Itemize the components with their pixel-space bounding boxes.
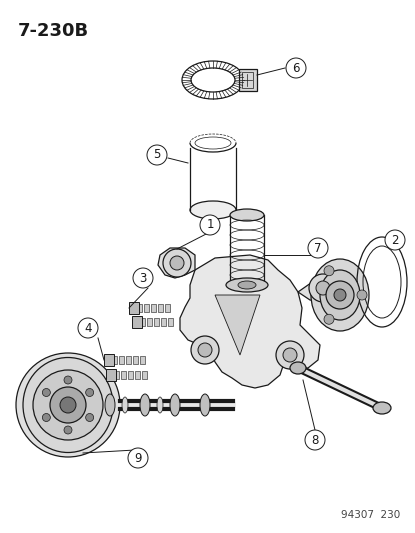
- Ellipse shape: [122, 397, 128, 413]
- Polygon shape: [215, 295, 260, 355]
- Circle shape: [309, 274, 337, 302]
- Bar: [140, 318, 145, 326]
- Ellipse shape: [170, 394, 180, 416]
- Circle shape: [42, 389, 50, 397]
- Text: 6: 6: [292, 61, 300, 75]
- Bar: [154, 318, 159, 326]
- Text: 3: 3: [139, 271, 146, 285]
- Bar: [165, 304, 170, 312]
- Ellipse shape: [200, 394, 210, 416]
- Ellipse shape: [190, 201, 236, 219]
- Text: 8: 8: [311, 433, 319, 447]
- Ellipse shape: [373, 402, 391, 414]
- Circle shape: [276, 341, 304, 369]
- Text: 2: 2: [391, 233, 399, 246]
- Circle shape: [198, 343, 212, 357]
- Circle shape: [170, 256, 184, 270]
- Bar: [132, 316, 142, 328]
- Bar: [129, 302, 139, 314]
- Bar: [135, 371, 140, 379]
- Circle shape: [357, 290, 367, 300]
- Bar: [140, 356, 145, 364]
- Bar: [168, 318, 173, 326]
- Ellipse shape: [290, 362, 306, 374]
- Circle shape: [316, 281, 330, 295]
- Circle shape: [334, 289, 346, 301]
- Circle shape: [305, 430, 325, 450]
- Circle shape: [64, 426, 72, 434]
- Bar: [112, 356, 117, 364]
- Polygon shape: [180, 255, 320, 388]
- Circle shape: [283, 348, 297, 362]
- Circle shape: [33, 370, 103, 440]
- Circle shape: [200, 215, 220, 235]
- Bar: [133, 356, 138, 364]
- Ellipse shape: [140, 394, 150, 416]
- Circle shape: [16, 353, 120, 457]
- Text: 5: 5: [153, 149, 161, 161]
- Ellipse shape: [23, 358, 113, 453]
- Circle shape: [286, 58, 306, 78]
- Circle shape: [133, 268, 153, 288]
- Circle shape: [324, 314, 334, 324]
- Circle shape: [85, 414, 94, 422]
- Ellipse shape: [238, 281, 256, 289]
- Circle shape: [326, 281, 354, 309]
- Bar: [119, 356, 124, 364]
- Circle shape: [324, 266, 334, 276]
- Ellipse shape: [157, 397, 163, 413]
- Bar: [126, 356, 131, 364]
- Circle shape: [308, 238, 328, 258]
- Text: 9: 9: [134, 451, 142, 464]
- Bar: [147, 318, 152, 326]
- Circle shape: [60, 397, 76, 413]
- Ellipse shape: [105, 394, 115, 416]
- Circle shape: [64, 376, 72, 384]
- Bar: [142, 371, 147, 379]
- Text: 94307  230: 94307 230: [341, 510, 400, 520]
- Ellipse shape: [230, 209, 264, 221]
- Ellipse shape: [320, 270, 360, 320]
- Circle shape: [50, 387, 86, 423]
- Circle shape: [85, 389, 94, 397]
- Circle shape: [163, 249, 191, 277]
- Bar: [242, 72, 253, 88]
- Circle shape: [191, 336, 219, 364]
- Bar: [128, 371, 133, 379]
- Bar: [121, 371, 126, 379]
- Bar: [158, 304, 163, 312]
- Circle shape: [78, 318, 98, 338]
- Bar: [144, 304, 149, 312]
- Text: 7: 7: [314, 241, 322, 254]
- Bar: [104, 354, 114, 366]
- Bar: [106, 369, 116, 381]
- Circle shape: [42, 414, 50, 422]
- Text: 4: 4: [84, 321, 92, 335]
- Polygon shape: [158, 248, 195, 278]
- Circle shape: [147, 145, 167, 165]
- Bar: [137, 304, 142, 312]
- Bar: [239, 69, 257, 91]
- Text: 1: 1: [206, 219, 214, 231]
- Bar: [151, 304, 156, 312]
- Ellipse shape: [226, 278, 268, 292]
- Ellipse shape: [311, 259, 369, 331]
- Text: 7-230B: 7-230B: [18, 22, 89, 40]
- Bar: [161, 318, 166, 326]
- Circle shape: [128, 448, 148, 468]
- Bar: [114, 371, 119, 379]
- Polygon shape: [298, 275, 342, 302]
- Circle shape: [385, 230, 405, 250]
